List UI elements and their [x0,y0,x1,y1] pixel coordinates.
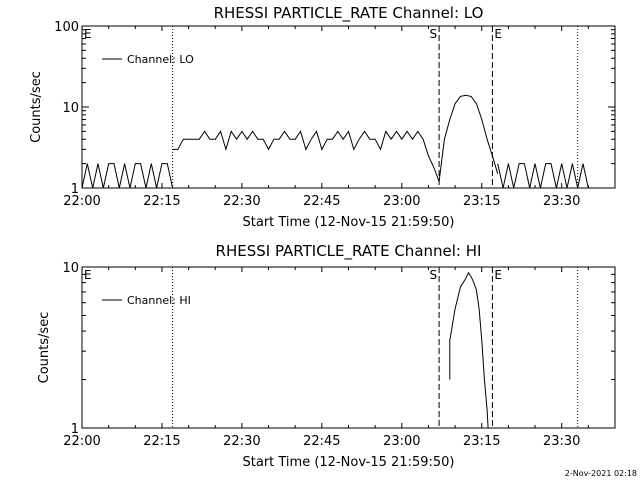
x-tick-label: 22:45 [303,434,340,449]
x-tick-label: 23:30 [543,194,580,209]
hi-channel-chart: RHESSI PARTICLE_RATE Channel: HI 22:00 22:… [37,242,616,470]
series-line [497,163,589,189]
x-tick-label: 22:15 [143,434,180,449]
legend-label: Channel: HI [127,294,191,307]
x-axis-label: Start Time (12-Nov-15 21:59:50) [243,455,455,470]
x-tick-label: 22:30 [223,194,260,209]
x-tick-label: 22:00 [63,194,100,209]
series-line [422,94,499,182]
x-tick-label: 23:00 [383,194,420,209]
y-tick-label: 10 [62,261,79,276]
series-line [172,130,424,152]
y-tick-label: 10 [62,101,79,116]
series-line [81,163,174,189]
marker-label: S [429,268,437,282]
x-tick-label: 23:15 [463,194,500,209]
chart-title: RHESSI PARTICLE_RATE Channel: LO [214,4,484,23]
lo-channel-chart: RHESSI PARTICLE_RATE Channel: LO 22:00 22:… [29,4,616,230]
marker-label: E [494,27,502,41]
y-axis-label: Counts/sec [29,71,44,143]
y-axis-label: Counts/sec [37,312,52,384]
x-tick-label: 22:00 [63,434,100,449]
marker-label: E [494,268,502,282]
marker-label: E [84,268,92,282]
chart-title: RHESSI PARTICLE_RATE Channel: HI [216,242,482,261]
marker-label: E [84,27,92,41]
y-tick-label: 1 [71,182,79,197]
x-axis-label: Start Time (12-Nov-15 21:59:50) [243,215,455,230]
x-tick-label: 23:00 [383,434,420,449]
marker-label: S [429,27,437,41]
footer-timestamp: 2-Nov-2021 02:18 [565,469,637,478]
x-tick-label: 23:15 [463,434,500,449]
x-tick-label: 22:15 [143,194,180,209]
y-tick-label: 100 [54,20,79,35]
y-tick-label: 1 [71,422,79,437]
series-line [449,271,489,429]
x-tick-label: 22:45 [303,194,340,209]
x-tick-label: 22:30 [223,434,260,449]
plot-frame [81,266,616,429]
x-tick-label: 23:30 [543,434,580,449]
legend-label: Channel: LO [127,53,194,66]
